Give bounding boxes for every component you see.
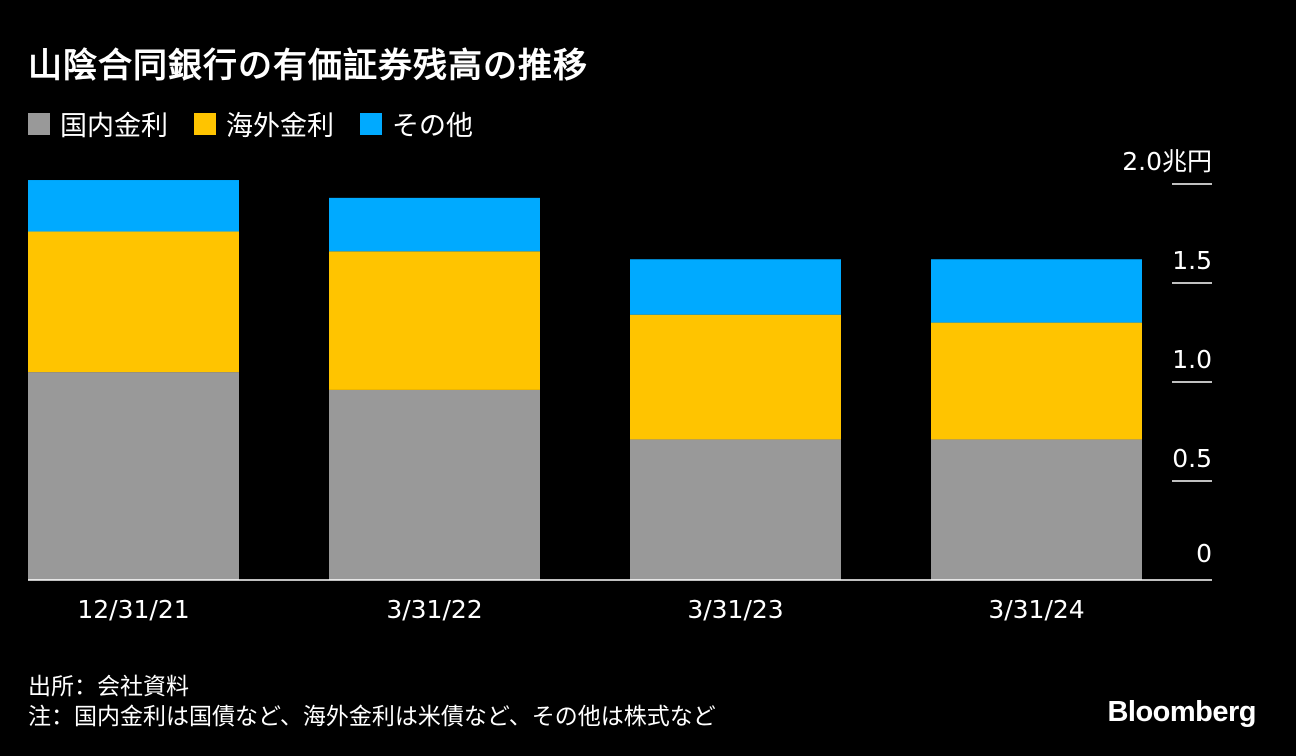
bar-segment-domestic-1 <box>28 372 239 580</box>
y-tick-label-1: 0 <box>1196 539 1212 568</box>
source-note: 出所：会社資料 <box>28 674 189 700</box>
x-tick-label-2: 3/31/22 <box>386 595 482 624</box>
x-tick-label-4: 3/31/24 <box>988 595 1084 624</box>
footer: 出所：会社資料 注：国内金利は国債など、海外金利は米債など、その他は株式など <box>28 672 716 732</box>
bar-segment-other-4 <box>931 259 1142 323</box>
x-tick-label-3: 3/31/23 <box>687 595 783 624</box>
y-tick-label-2: 0.5 <box>1172 444 1212 473</box>
y-tick-label-5: 2.0兆円 <box>1122 147 1212 176</box>
bar-segment-other-1 <box>28 180 239 232</box>
legend-item-domestic: 国内金利 <box>28 104 168 143</box>
legend-swatch-overseas <box>194 112 216 135</box>
footnote: 注：国内金利は国債など、海外金利は米債など、その他は株式など <box>28 704 716 730</box>
chart-title: 山陰合同銀行の有価証券残高の推移 <box>28 46 588 86</box>
y-tick-label-3: 1.0 <box>1172 345 1212 374</box>
bar-segment-other-3 <box>630 259 841 315</box>
bar-segment-overseas-1 <box>28 231 239 373</box>
bar-segment-overseas-4 <box>931 322 1142 440</box>
legend: 国内金利 海外金利 その他 <box>28 104 499 143</box>
x-tick-label-1: 12/31/21 <box>77 595 189 624</box>
bar-segment-domestic-2 <box>329 389 540 580</box>
legend-label-other: その他 <box>392 111 473 142</box>
bloomberg-logo: Bloomberg <box>1107 696 1256 728</box>
legend-label-overseas: 海外金利 <box>226 111 334 142</box>
bar-segment-domestic-4 <box>931 439 1142 580</box>
y-tick-label-4: 1.5 <box>1172 246 1212 275</box>
legend-item-other: その他 <box>360 104 473 143</box>
legend-label-domestic: 国内金利 <box>60 111 168 142</box>
legend-swatch-other <box>360 112 382 135</box>
bar-segment-other-2 <box>329 197 540 252</box>
legend-item-overseas: 海外金利 <box>194 104 334 143</box>
legend-swatch-domestic <box>28 112 50 135</box>
bar-segment-domestic-3 <box>630 439 841 580</box>
bar-segment-overseas-3 <box>630 314 841 440</box>
stacked-bar-chart: 12/31/21 3/31/22 3/31/23 3/31/24 0 0.5 1.0 1.5 2… <box>28 147 1212 624</box>
bar-segment-overseas-2 <box>329 251 540 390</box>
